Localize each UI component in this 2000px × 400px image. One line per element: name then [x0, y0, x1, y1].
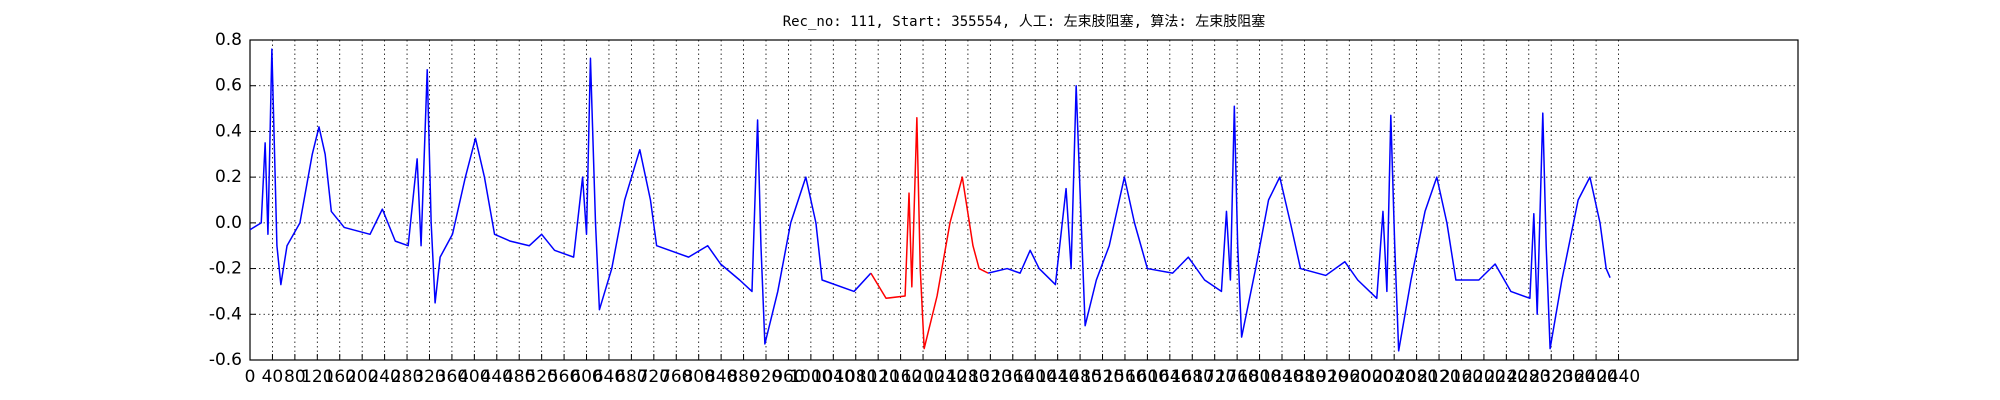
x-tick-label: 1920	[1305, 367, 1348, 387]
x-tick-label: 680	[615, 367, 647, 387]
x-tick-label: 1760	[1215, 367, 1258, 387]
x-tick-label: 1240	[924, 367, 967, 387]
x-tick-label: 1840	[1260, 367, 1303, 387]
x-tick-label: 2120	[1417, 367, 1460, 387]
ecg-line	[249, 48, 1611, 352]
y-tick-label: 0.2	[215, 167, 242, 187]
x-tick-label: 280	[391, 367, 423, 387]
x-tick-label: 0	[245, 367, 256, 387]
y-tick-label: -0.6	[209, 350, 242, 370]
x-tick-label: 40	[262, 367, 284, 387]
x-tick-label: 1720	[1193, 367, 1236, 387]
x-tick-label: 2200	[1462, 367, 1505, 387]
x-tick-label: 1480	[1058, 367, 1101, 387]
x-tick-label: 920	[750, 367, 782, 387]
x-tick-label: 440	[481, 367, 513, 387]
x-tick-label: 1600	[1126, 367, 1169, 387]
x-tick-label: 2320	[1530, 367, 1573, 387]
x-tick-label: 1080	[834, 367, 877, 387]
x-tick-label: 2440	[1597, 367, 1640, 387]
x-tick-label: 400	[458, 367, 490, 387]
x-tick-label: 1280	[946, 367, 989, 387]
x-tick-label: 2160	[1440, 367, 1483, 387]
x-tick-label: 800	[682, 367, 714, 387]
y-tick-label: -0.4	[209, 304, 242, 324]
chart-title: Rec_no: 111, Start: 355554, 人工: 左束肢阻塞, 算…	[783, 13, 1266, 30]
x-tick-label: 320	[413, 367, 445, 387]
x-tick-label: 2240	[1485, 367, 1528, 387]
x-tick-label: 80	[284, 367, 306, 387]
y-tick-label: 0.8	[215, 30, 242, 50]
x-tick-label: 1960	[1328, 367, 1371, 387]
plot-frame	[249, 39, 1799, 361]
y-tick-label: 0.6	[215, 76, 242, 96]
x-tick-label: 1400	[1014, 367, 1057, 387]
x-tick-label: 1440	[1036, 367, 1079, 387]
x-tick-label: 1360	[991, 367, 1034, 387]
x-tick-label: 1200	[901, 367, 944, 387]
x-tick-label: 1160	[879, 367, 922, 387]
x-tick-label: 1680	[1171, 367, 1214, 387]
x-tick-label: 760	[660, 367, 692, 387]
x-tick-label: 1800	[1238, 367, 1281, 387]
ecg-line	[870, 116, 989, 350]
x-tick-label: 640	[593, 367, 625, 387]
x-tick-label: 2040	[1373, 367, 1416, 387]
x-tick-label: 1880	[1283, 367, 1326, 387]
x-tick-label: 600	[570, 367, 602, 387]
y-tick-label: 0.0	[215, 213, 242, 233]
x-tick-label: 560	[548, 367, 580, 387]
y-tick-label: -0.2	[209, 259, 242, 279]
x-tick-label: 360	[436, 367, 468, 387]
x-tick-label: 960	[772, 367, 804, 387]
x-tick-label: 2360	[1552, 367, 1595, 387]
x-tick-label: 1640	[1148, 367, 1191, 387]
x-tick-label: 240	[368, 367, 400, 387]
y-tick-label: 0.4	[215, 121, 242, 141]
x-tick-label: 2280	[1507, 367, 1550, 387]
x-tick-label: 2400	[1574, 367, 1617, 387]
x-tick-label: 160	[324, 367, 356, 387]
x-tick-label: 120	[301, 367, 333, 387]
x-tick-label: 520	[525, 367, 557, 387]
x-tick-label: 1040	[812, 367, 855, 387]
x-tick-label: 480	[503, 367, 535, 387]
x-tick-label: 2000	[1350, 367, 1393, 387]
x-tick-label: 1120	[857, 367, 900, 387]
x-tick-label: 840	[705, 367, 737, 387]
x-tick-label: 1320	[969, 367, 1012, 387]
x-tick-label: 2080	[1395, 367, 1438, 387]
x-tick-label: 1560	[1103, 367, 1146, 387]
x-tick-label: 200	[346, 367, 378, 387]
x-tick-label: 720	[638, 367, 670, 387]
x-tick-label: 880	[727, 367, 759, 387]
x-tick-label: 1520	[1081, 367, 1124, 387]
x-tick-label: 1000	[789, 367, 832, 387]
